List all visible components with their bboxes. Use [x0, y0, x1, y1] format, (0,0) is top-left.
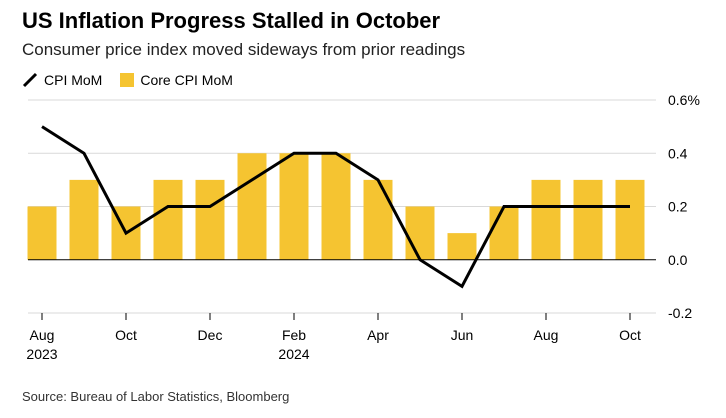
x-tick-label: Jun — [451, 327, 474, 343]
series-line-cpi — [41, 125, 630, 289]
bar — [153, 179, 183, 260]
source-note: Source: Bureau of Labor Statistics, Bloo… — [22, 389, 290, 404]
x-tick-label: Dec — [198, 327, 223, 343]
bar — [363, 179, 393, 260]
bar — [69, 179, 99, 260]
legend-item-core: Core CPI MoM — [120, 72, 233, 88]
x-tick-year-label: 2023 — [26, 346, 57, 362]
bar — [573, 179, 603, 260]
legend-bar-swatch — [120, 73, 135, 87]
x-tick-label: Apr — [367, 327, 389, 343]
bar — [531, 179, 561, 260]
legend-label-core: Core CPI MoM — [140, 72, 233, 88]
y-tick-label: 0.2 — [668, 199, 688, 215]
y-tick-label: 0.4 — [668, 145, 688, 161]
bar — [27, 206, 57, 260]
bar — [195, 179, 225, 260]
y-tick-label: 0.0 — [668, 252, 688, 268]
chart-title: US Inflation Progress Stalled in October — [22, 8, 441, 33]
x-tick-label: Aug — [30, 327, 55, 343]
x-tick-label: Feb — [282, 327, 306, 343]
x-tick-label: Oct — [115, 327, 137, 343]
bar — [489, 206, 519, 260]
bar — [279, 153, 309, 260]
bar — [447, 233, 477, 260]
bar — [237, 153, 267, 260]
legend-item-cpi: CPI MoM — [22, 72, 102, 88]
bar — [615, 179, 645, 260]
x-tick-label: Oct — [619, 327, 641, 343]
y-tick-label: -0.2 — [668, 305, 692, 321]
x-tick-year-label: 2024 — [278, 346, 309, 362]
x-tick-label: Aug — [534, 327, 559, 343]
legend-label-cpi: CPI MoM — [44, 72, 103, 88]
bar — [405, 206, 435, 260]
bar — [321, 153, 351, 260]
y-tick-label: 0.6% — [668, 92, 700, 108]
chart-subtitle: Consumer price index moved sideways from… — [22, 40, 466, 59]
legend-line-swatch — [22, 72, 38, 88]
legend: CPI MoM Core CPI MoM — [22, 70, 251, 90]
